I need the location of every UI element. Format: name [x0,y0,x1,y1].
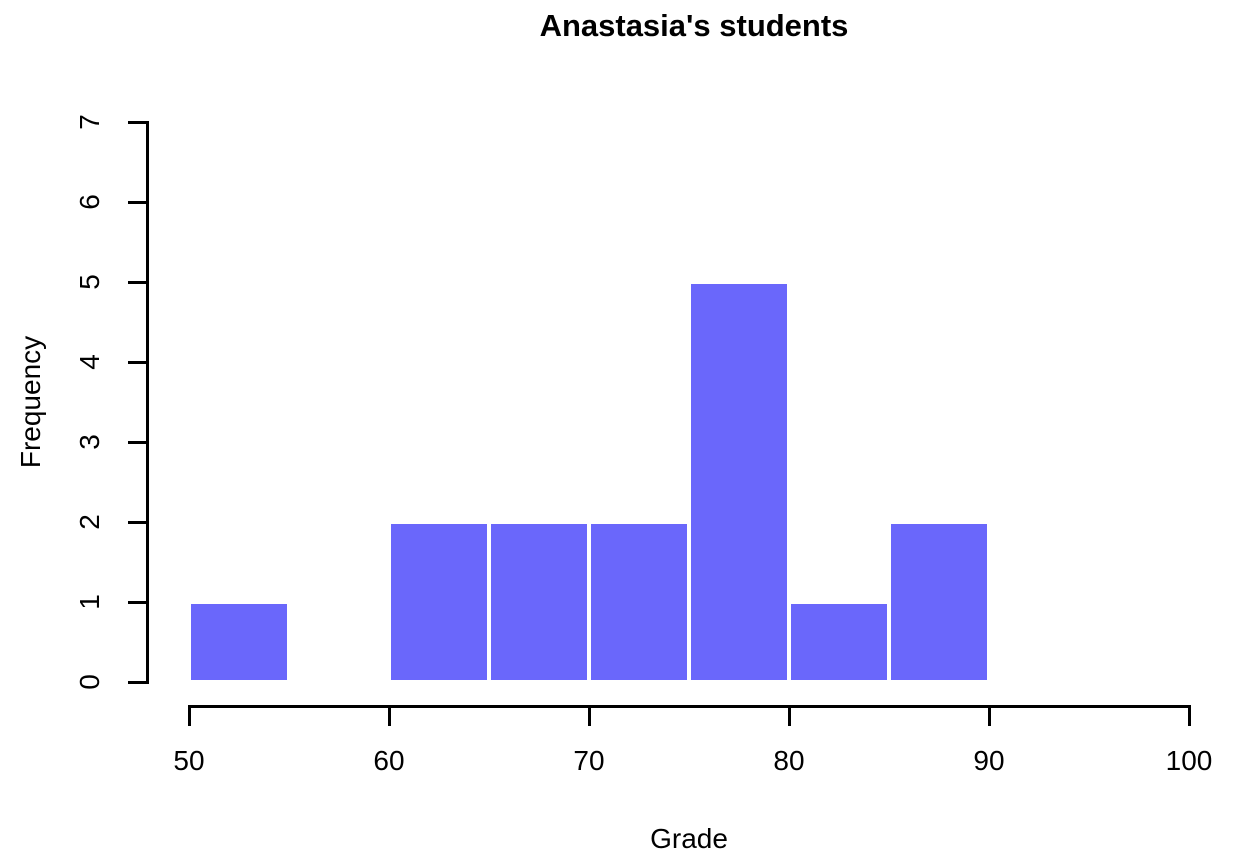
y-tick [128,440,146,444]
x-tick [187,705,191,726]
histogram-bar [589,522,689,682]
y-tick-label: 3 [74,434,105,450]
y-tick-label: 7 [74,114,105,130]
x-tick [1187,705,1191,726]
x-tick [587,705,591,726]
y-tick-label: 5 [74,274,105,290]
x-tick-label: 60 [373,745,405,776]
histogram-bar [189,602,289,682]
y-tick [128,600,146,604]
y-tick [128,200,146,204]
y-tick [128,360,146,364]
y-axis-line [146,120,149,684]
y-axis-label: Frequency [15,335,46,469]
x-tick-label: 50 [173,745,205,776]
y-tick-label: 2 [74,514,105,530]
histogram-bar [489,522,589,682]
y-tick-label: 1 [74,594,105,610]
x-tick [387,705,391,726]
y-tick [128,280,146,284]
y-tick-label: 6 [74,194,105,210]
y-tick [128,120,146,124]
y-tick-label: 4 [74,354,105,370]
histogram-bar [689,282,789,682]
x-tick [787,705,791,726]
histogram-bar [389,522,489,682]
chart-title: Anastasia's students [539,8,849,43]
x-axis-line [187,705,1191,708]
x-tick-label: 70 [573,745,605,776]
y-tick [128,680,146,684]
y-tick-label: 0 [74,674,105,690]
x-axis-label: Grade [650,823,728,854]
x-tick [987,705,991,726]
x-tick-label: 80 [773,745,805,776]
histogram-bar [789,602,889,682]
y-tick [128,520,146,524]
x-tick-label: 90 [973,745,1005,776]
histogram-bar [889,522,989,682]
x-tick-label: 100 [1165,745,1213,776]
